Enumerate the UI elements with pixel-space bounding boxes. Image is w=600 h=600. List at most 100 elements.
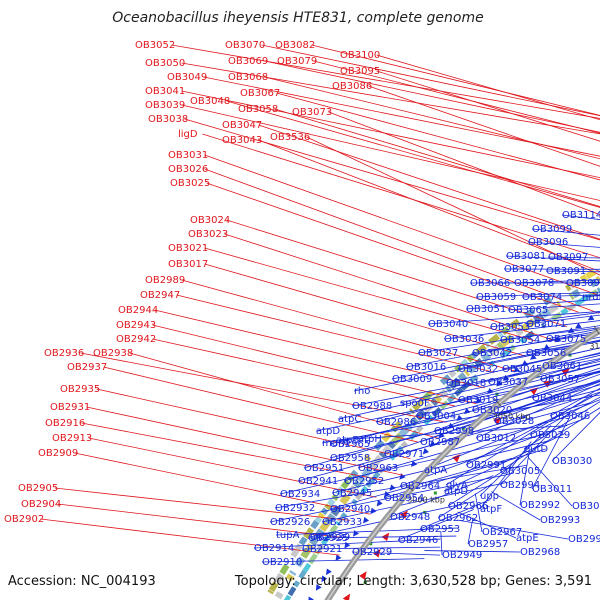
reverse-gene-label: atpA	[424, 465, 447, 476]
feature-block	[400, 440, 408, 449]
forward-label-connector	[54, 487, 351, 521]
reverse-label-connector	[423, 399, 600, 471]
reverse-gene-label: atpC	[338, 414, 361, 425]
reverse-gene-label: OB2925	[308, 533, 348, 544]
reverse-label-connector	[261, 558, 425, 563]
reverse-gene-label: tupA	[276, 530, 300, 541]
reverse-gene-label: OB2964	[400, 481, 440, 492]
forward-label-connector	[313, 60, 600, 134]
reverse-label-connector	[389, 475, 494, 518]
reverse-gene-label: OB3027	[418, 348, 458, 359]
feature-block	[356, 474, 366, 484]
reverse-gene-label: OB2992	[520, 500, 560, 511]
reverse-gene-label: OB2921	[302, 544, 342, 555]
feature-block	[457, 372, 468, 382]
forward-gene-label: OB3068	[228, 72, 268, 83]
forward-gene-label: OB3047	[222, 120, 262, 131]
reverse-gene-label: OB3051	[466, 304, 506, 315]
reverse-gene-label: OB2949	[442, 550, 482, 561]
reverse-label-connector	[549, 387, 600, 417]
forward-gene-label: OB3043	[222, 135, 262, 146]
feature-block	[585, 269, 597, 280]
forward-label-connector	[81, 422, 383, 481]
feature-block	[582, 293, 591, 302]
forward-gene-label: OB2935	[60, 384, 100, 395]
reverse-gene-label: OB3081	[506, 251, 546, 262]
feature-block	[560, 307, 569, 316]
reverse-label-connector	[437, 483, 493, 519]
reverse-gene-arrow	[529, 353, 537, 360]
rna-mark	[363, 581, 367, 585]
reverse-gene-label: OB2946	[398, 535, 438, 546]
forward-label-connector	[57, 503, 345, 539]
feature-block	[378, 451, 387, 459]
forward-gene-label: OB2942	[116, 334, 156, 345]
reverse-label-connector	[457, 359, 600, 401]
reverse-label-connector	[301, 546, 441, 550]
forward-gene-label: OB3039	[145, 100, 185, 111]
forward-label-connector	[203, 76, 600, 157]
reverse-gene-label: OB3054	[500, 335, 540, 346]
forward-label-connector	[204, 168, 600, 314]
gene-label-layer: OB3052 OB3070 OB3082 OB3050 OB3069 OB3079 OB31…	[4, 40, 600, 568]
reverse-gene-label: OB3097	[548, 252, 588, 263]
feature-block	[389, 451, 399, 461]
forward-label-connector	[306, 136, 600, 276]
reverse-gene-label: OB2966	[448, 501, 488, 512]
forward-gene-label: ligD	[178, 129, 198, 140]
feature-block	[556, 300, 563, 308]
reverse-gene-label: OB2952	[344, 476, 384, 487]
feature-block	[309, 536, 319, 547]
forward-label-connector	[202, 133, 600, 259]
reverse-gene-label: OB2995	[568, 534, 600, 545]
forward-gene-label: OB3100	[340, 50, 380, 61]
reverse-gene-label: OB2945	[332, 488, 372, 499]
forward-gene-label: OB3025	[170, 178, 210, 189]
feature-block	[289, 570, 297, 576]
reverse-label-connector	[351, 551, 441, 556]
reverse-label-connector	[474, 493, 483, 533]
reverse-label-connector	[503, 268, 600, 270]
reverse-gene-label: OB2953	[420, 524, 460, 535]
reverse-label-connector	[269, 473, 510, 523]
feature-block	[290, 549, 299, 558]
forward-label-connector	[226, 219, 568, 327]
forward-label-connector	[206, 182, 579, 313]
reverse-gene-label: nrdF	[582, 292, 600, 303]
reverse-gene-label: OB3005	[500, 466, 540, 477]
reverse-label-connector	[297, 402, 590, 482]
reverse-label-connector	[457, 339, 600, 370]
reverse-gene-label: OB2988	[352, 401, 392, 412]
reverse-gene-label: OB3114	[562, 210, 600, 221]
reverse-label-connector	[343, 410, 588, 482]
feature-block	[361, 467, 373, 479]
feature-block	[547, 302, 559, 314]
forward-gene-label: OB3021	[168, 243, 208, 254]
tick-mark	[405, 483, 414, 492]
reverse-gene-label: atpH	[358, 434, 382, 445]
reverse-label-connector	[321, 481, 509, 523]
feature-block	[335, 520, 341, 526]
genome-title: Oceanobacillus iheyensis HTE831, complet…	[112, 10, 483, 26]
forward-label-connector	[276, 92, 600, 181]
feature-block	[393, 432, 404, 444]
reverse-gene-arrow	[363, 516, 370, 524]
forward-gene-arrow	[381, 532, 390, 542]
feature-block	[294, 543, 303, 553]
forward-gene-label: OB2936	[44, 348, 84, 359]
feature-block	[574, 297, 585, 307]
forward-label-connector	[261, 44, 600, 117]
reverse-label-connector	[303, 384, 600, 469]
reverse-gene-label: murA	[322, 438, 349, 449]
reverse-label-connector	[521, 294, 600, 298]
feature-block	[540, 322, 546, 329]
reverse-label-connector	[457, 519, 569, 540]
reverse-gene-label: OB2968	[520, 547, 560, 558]
reverse-label-connector	[419, 499, 491, 530]
reverse-label-connector	[531, 417, 570, 490]
reverse-gene-label: OB3036	[444, 334, 484, 345]
feature-block	[279, 563, 290, 575]
reverse-gene-label: OB3061	[542, 361, 582, 372]
forward-label-connector	[204, 263, 526, 357]
feature-block	[319, 520, 330, 532]
